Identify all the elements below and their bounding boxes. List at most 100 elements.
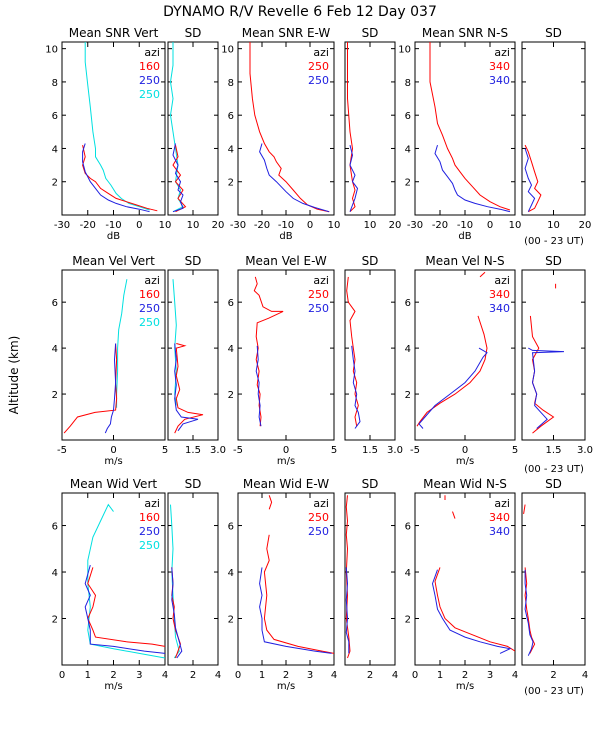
legend-head: azi: [144, 46, 160, 59]
x-tick-label: 3: [487, 670, 493, 681]
panel-9: SD 1.5 3.0: [344, 254, 403, 456]
x-tick-label: 4: [512, 670, 518, 681]
series-line-0: [347, 42, 356, 213]
y-tick-label: 10: [221, 45, 234, 56]
series-line-1: [63, 343, 118, 434]
legend-head: azi: [313, 497, 329, 510]
series-line-0: [429, 42, 511, 211]
series-line-2: [171, 567, 183, 659]
x-tick-label: 3.0: [387, 445, 403, 456]
x-axis-label: m/s: [277, 681, 295, 692]
x-axis-label: dB: [279, 231, 292, 242]
legend-entry: 160: [139, 60, 160, 73]
y-tick-label: 2: [52, 178, 58, 189]
y-tick-label: 2: [228, 178, 234, 189]
x-tick-label: -30: [407, 220, 423, 231]
x-axis-label: m/s: [456, 456, 474, 467]
x-tick-label: 3.0: [210, 445, 226, 456]
y-tick-label: 4: [228, 344, 234, 355]
series-line-1: [349, 144, 359, 212]
plot-frame: [521, 269, 586, 441]
y-tick-label: 6: [405, 522, 411, 533]
x-tick-label: 2: [367, 670, 373, 681]
series-line-0: [479, 271, 486, 278]
legend-entry: 250: [308, 511, 329, 524]
legend-entry: 340: [489, 511, 510, 524]
panel-3: SD 10 20: [344, 26, 401, 231]
series-line-2: [528, 347, 565, 429]
legend-head: azi: [144, 497, 160, 510]
series-line-1: [87, 567, 165, 647]
x-axis-label: m/s: [277, 456, 295, 467]
legend-head: azi: [313, 274, 329, 287]
plot-frame: [344, 41, 396, 216]
y-tick-label: 6: [405, 111, 411, 122]
panel-13: SD 2 4: [167, 477, 221, 681]
series-line-1: [82, 144, 158, 212]
series-line-1: [345, 567, 350, 654]
y-tick-label: 8: [228, 78, 234, 89]
legend-entry: 250: [139, 88, 160, 101]
x-tick-label: 4: [582, 670, 588, 681]
panel-title: SD: [362, 477, 379, 491]
series-line-3: [431, 569, 512, 654]
x-tick-label: -5: [410, 445, 420, 456]
panel-5: SD 10 20: [521, 26, 592, 231]
x-tick-label: 1.5: [362, 445, 378, 456]
panel-title: SD: [362, 254, 379, 268]
panel-1: SD 10 20: [167, 26, 225, 231]
y-tick-label: 10: [45, 45, 58, 56]
x-tick-label: 20: [212, 220, 225, 231]
x-tick-label: 0: [307, 220, 313, 231]
x-tick-label: 0: [412, 670, 418, 681]
x-tick-label: 10: [547, 220, 560, 231]
series-line-0: [268, 495, 273, 510]
x-tick-label: 20: [579, 220, 592, 231]
y-tick-label: 8: [52, 78, 58, 89]
figure-title: DYNAMO R/V Revelle 6 Feb 12 Day 037: [163, 4, 437, 20]
x-tick-label: 5: [512, 445, 518, 456]
x-tick-label: 0: [283, 445, 289, 456]
series-line-1: [255, 345, 262, 427]
x-tick-label: -10: [105, 220, 121, 231]
series-line-0: [253, 276, 284, 427]
panel-title: Mean SNR E-W: [242, 26, 331, 40]
x-tick-label: 4: [162, 670, 168, 681]
panel-title: Mean Vel N-S: [425, 254, 504, 268]
series-line-1: [174, 343, 204, 434]
x-tick-label: 0: [59, 670, 65, 681]
series-line-1: [259, 143, 330, 213]
y-tick-label: 6: [228, 111, 234, 122]
panel-17: SD 2 4: [521, 477, 588, 681]
x-tick-label: 10: [364, 220, 377, 231]
x-tick-label: 2: [283, 670, 289, 681]
legend-entry: 250: [139, 302, 160, 315]
x-tick-label: 5: [162, 445, 168, 456]
x-tick-label: 1: [437, 670, 443, 681]
series-line-1: [351, 345, 361, 429]
y-tick-label: 4: [228, 568, 234, 579]
x-tick-label: 2: [190, 670, 196, 681]
x-tick-label: 1: [259, 670, 265, 681]
x-tick-label: 3: [307, 670, 313, 681]
plot-frame: [344, 492, 396, 666]
x-tick-label: 2: [462, 670, 468, 681]
series-line-1: [452, 511, 456, 519]
y-tick-label: 2: [405, 615, 411, 626]
y-tick-label: 6: [52, 522, 58, 533]
legend-entry: 160: [139, 511, 160, 524]
panel-title: SD: [545, 254, 562, 268]
y-axis-label: Altitude (km): [7, 336, 21, 415]
x-tick-label: 2: [550, 670, 556, 681]
series-line-1: [524, 567, 536, 654]
plot-frame: [521, 41, 586, 216]
x-tick-label: -5: [57, 445, 67, 456]
series-line-1: [524, 148, 536, 212]
series-line-0: [523, 504, 526, 514]
x-tick-label: 10: [328, 220, 341, 231]
legend-entry: 250: [308, 525, 329, 538]
